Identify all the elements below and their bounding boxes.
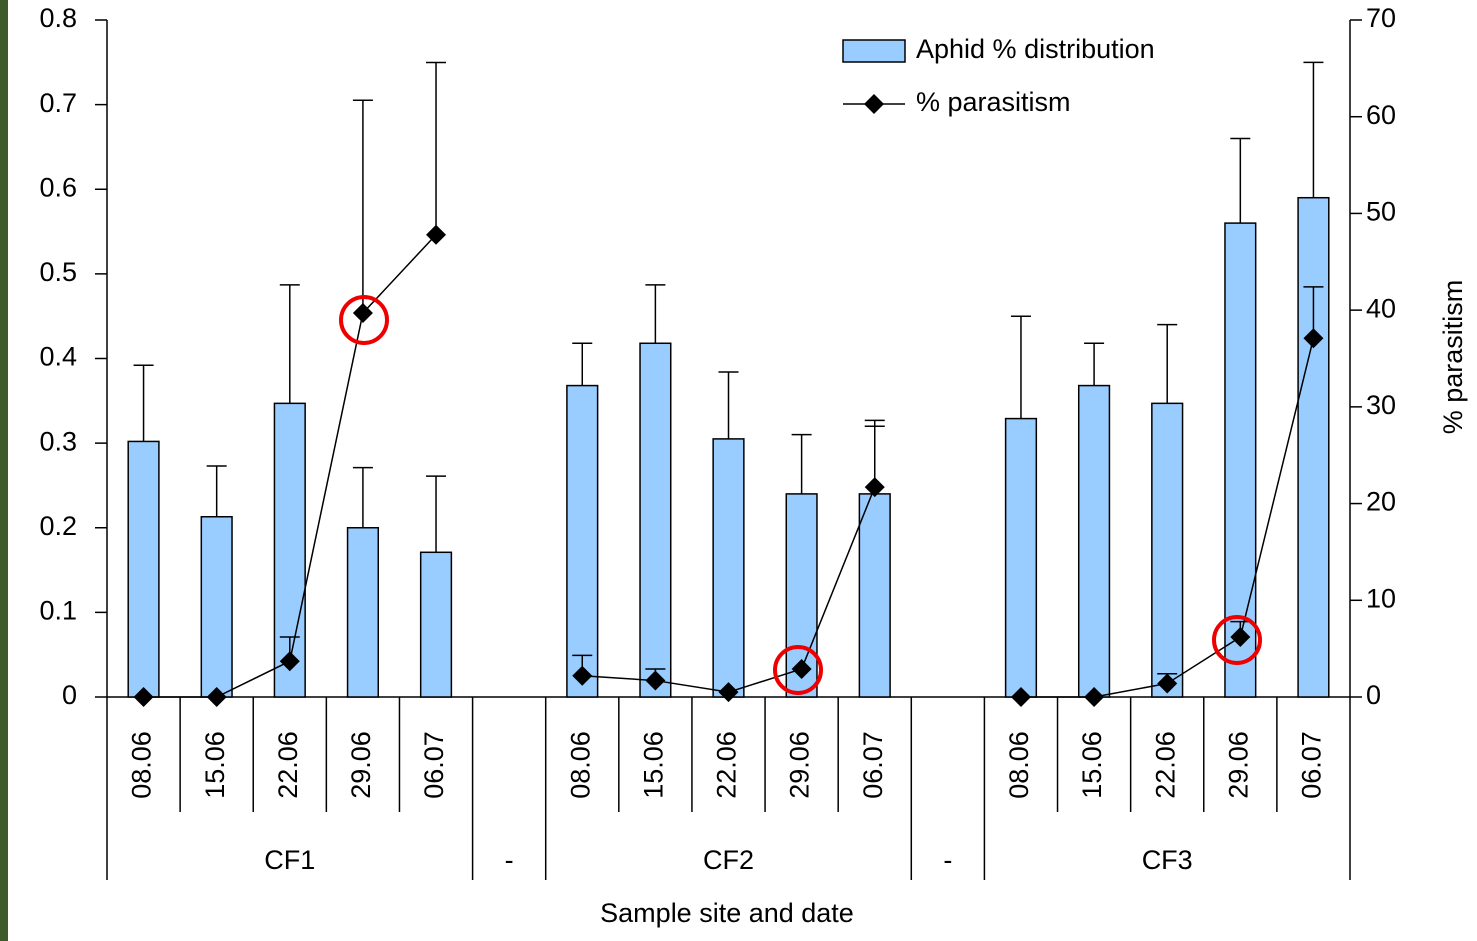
- x-tick-label: 22.06: [1150, 731, 1180, 799]
- marker: [1010, 687, 1031, 707]
- bar: [639, 342, 672, 698]
- y2-tick-label: 60: [1366, 100, 1396, 130]
- group-label: CF3: [1142, 845, 1193, 875]
- marker: [645, 670, 666, 691]
- marker: [352, 303, 373, 324]
- x-tick-label: 06.07: [1297, 731, 1327, 799]
- marker: [718, 682, 739, 703]
- x-tick-label: 15.06: [200, 731, 230, 799]
- marker: [206, 687, 227, 707]
- highlights: [339, 295, 1262, 695]
- y-tick-label: 0.1: [39, 596, 77, 626]
- photo-border: [0, 0, 8, 941]
- marker: [1303, 328, 1324, 349]
- y2-axis-title: % parasitism: [1438, 280, 1468, 435]
- x-axis-title: Sample site and date: [600, 898, 854, 928]
- x-tick-label: 22.06: [712, 731, 742, 799]
- y2-tick-label: 0: [1366, 680, 1381, 710]
- bar: [1077, 384, 1111, 698]
- group-label: CF1: [264, 845, 315, 875]
- bar: [712, 438, 745, 698]
- y-tick-label: 0: [62, 680, 77, 710]
- bar: [200, 515, 233, 698]
- marker: [1157, 673, 1178, 694]
- y-tick-label: 0.5: [39, 257, 77, 287]
- marker: [426, 224, 447, 245]
- x-tick-label: 22.06: [273, 731, 303, 799]
- y-tick-label: 0.4: [39, 342, 77, 372]
- marker: [279, 651, 300, 672]
- bar: [419, 551, 453, 698]
- x-tick-label: 06.07: [419, 731, 449, 799]
- y-tick-label: 0.3: [39, 426, 77, 456]
- y2-tick-label: 30: [1366, 390, 1396, 420]
- bar: [1004, 417, 1038, 698]
- marker: [1084, 687, 1105, 707]
- bar: [1151, 402, 1184, 698]
- y2-tick-label: 20: [1366, 487, 1396, 517]
- legend-label: Aphid % distribution: [916, 34, 1155, 64]
- marker: [791, 658, 812, 679]
- x-tick-label: 08.06: [565, 731, 595, 799]
- bar: [127, 440, 160, 698]
- marker: [864, 477, 885, 498]
- group-label: -: [505, 845, 514, 875]
- marker: [1230, 627, 1251, 648]
- group-label: -: [943, 845, 952, 875]
- legend-label: % parasitism: [916, 87, 1071, 117]
- marker: [572, 665, 593, 686]
- bar: [566, 384, 599, 698]
- y2-tick-label: 70: [1366, 3, 1396, 33]
- y-tick-label: 0.2: [39, 511, 77, 541]
- highlight-circle: [1212, 615, 1262, 665]
- highlight-circle: [773, 645, 823, 695]
- y-tick-label: 0.7: [39, 88, 77, 118]
- x-tick-label: 08.06: [127, 731, 157, 799]
- y2-tick-label: 40: [1366, 293, 1396, 323]
- marker: [133, 687, 154, 707]
- highlight-circle: [339, 295, 389, 345]
- x-tick-label: 29.06: [346, 731, 376, 799]
- bar: [858, 493, 891, 698]
- legend-swatch: [842, 39, 906, 63]
- y2-tick-label: 50: [1366, 197, 1396, 227]
- bar: [1297, 196, 1330, 698]
- x-tick-label: 15.06: [1077, 731, 1107, 799]
- legend-marker: [864, 94, 884, 114]
- x-tick-label: 06.07: [858, 731, 888, 799]
- x-tick-label: 15.06: [639, 731, 669, 799]
- x-tick-label: 29.06: [1223, 731, 1253, 799]
- y-tick-label: 0.6: [39, 172, 77, 202]
- y-tick-label: 0.8: [39, 3, 77, 33]
- y2-tick-label: 10: [1366, 583, 1396, 613]
- bar: [346, 527, 380, 698]
- x-tick-label: 29.06: [785, 731, 815, 799]
- x-tick-label: 08.06: [1004, 731, 1034, 799]
- group-label: CF2: [703, 845, 754, 875]
